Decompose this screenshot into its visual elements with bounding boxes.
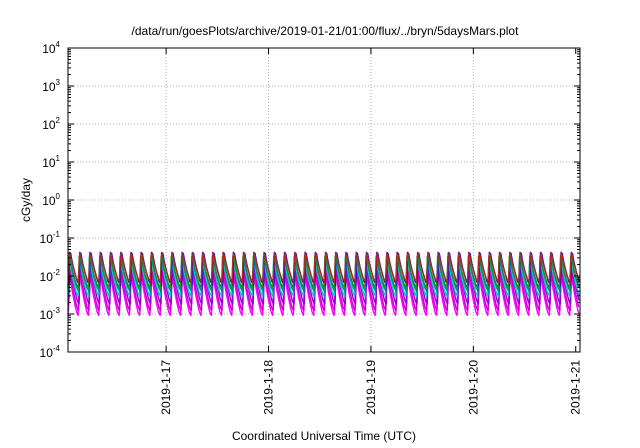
series-line [67, 260, 581, 299]
y-tick-label: 10-3 [40, 306, 61, 322]
x-tick-label: 2019-1-19 [364, 360, 378, 415]
x-tick-label: 2019-1-17 [159, 360, 173, 415]
x-tick-label: 2019-1-18 [262, 360, 276, 415]
series-group [67, 251, 581, 316]
series-line [67, 255, 581, 290]
y-tick-label: 102 [42, 116, 60, 132]
y-tick-label: 104 [42, 40, 60, 56]
series-line [67, 252, 580, 285]
y-tick-label: 10-2 [40, 268, 61, 284]
x-axis: 2019-1-17 2019-1-18 2019-1-19 2019-1-20 2019… [159, 48, 583, 415]
y-tick-label: 100 [42, 192, 60, 208]
x-tick-label: 2019-1-20 [466, 360, 480, 415]
y-tick-label: 103 [42, 78, 60, 94]
chart-title: /data/run/goesPlots/archive/2019-01-21/0… [132, 24, 520, 38]
y-axis-label: cGy/day [19, 178, 33, 222]
y-axis: 10-4 10-3 10-2 10-1 100 101 102 103 104 [40, 40, 580, 360]
x-tick-label: 2019-1-21 [569, 360, 583, 415]
series-line [67, 269, 580, 312]
x-axis-label: Coordinated Universal Time (UTC) [232, 429, 416, 443]
y-tick-label: 10-4 [40, 344, 61, 360]
series-line [67, 272, 581, 316]
y-tick-label: 10-1 [40, 230, 61, 246]
y-tick-label: 101 [42, 154, 60, 170]
